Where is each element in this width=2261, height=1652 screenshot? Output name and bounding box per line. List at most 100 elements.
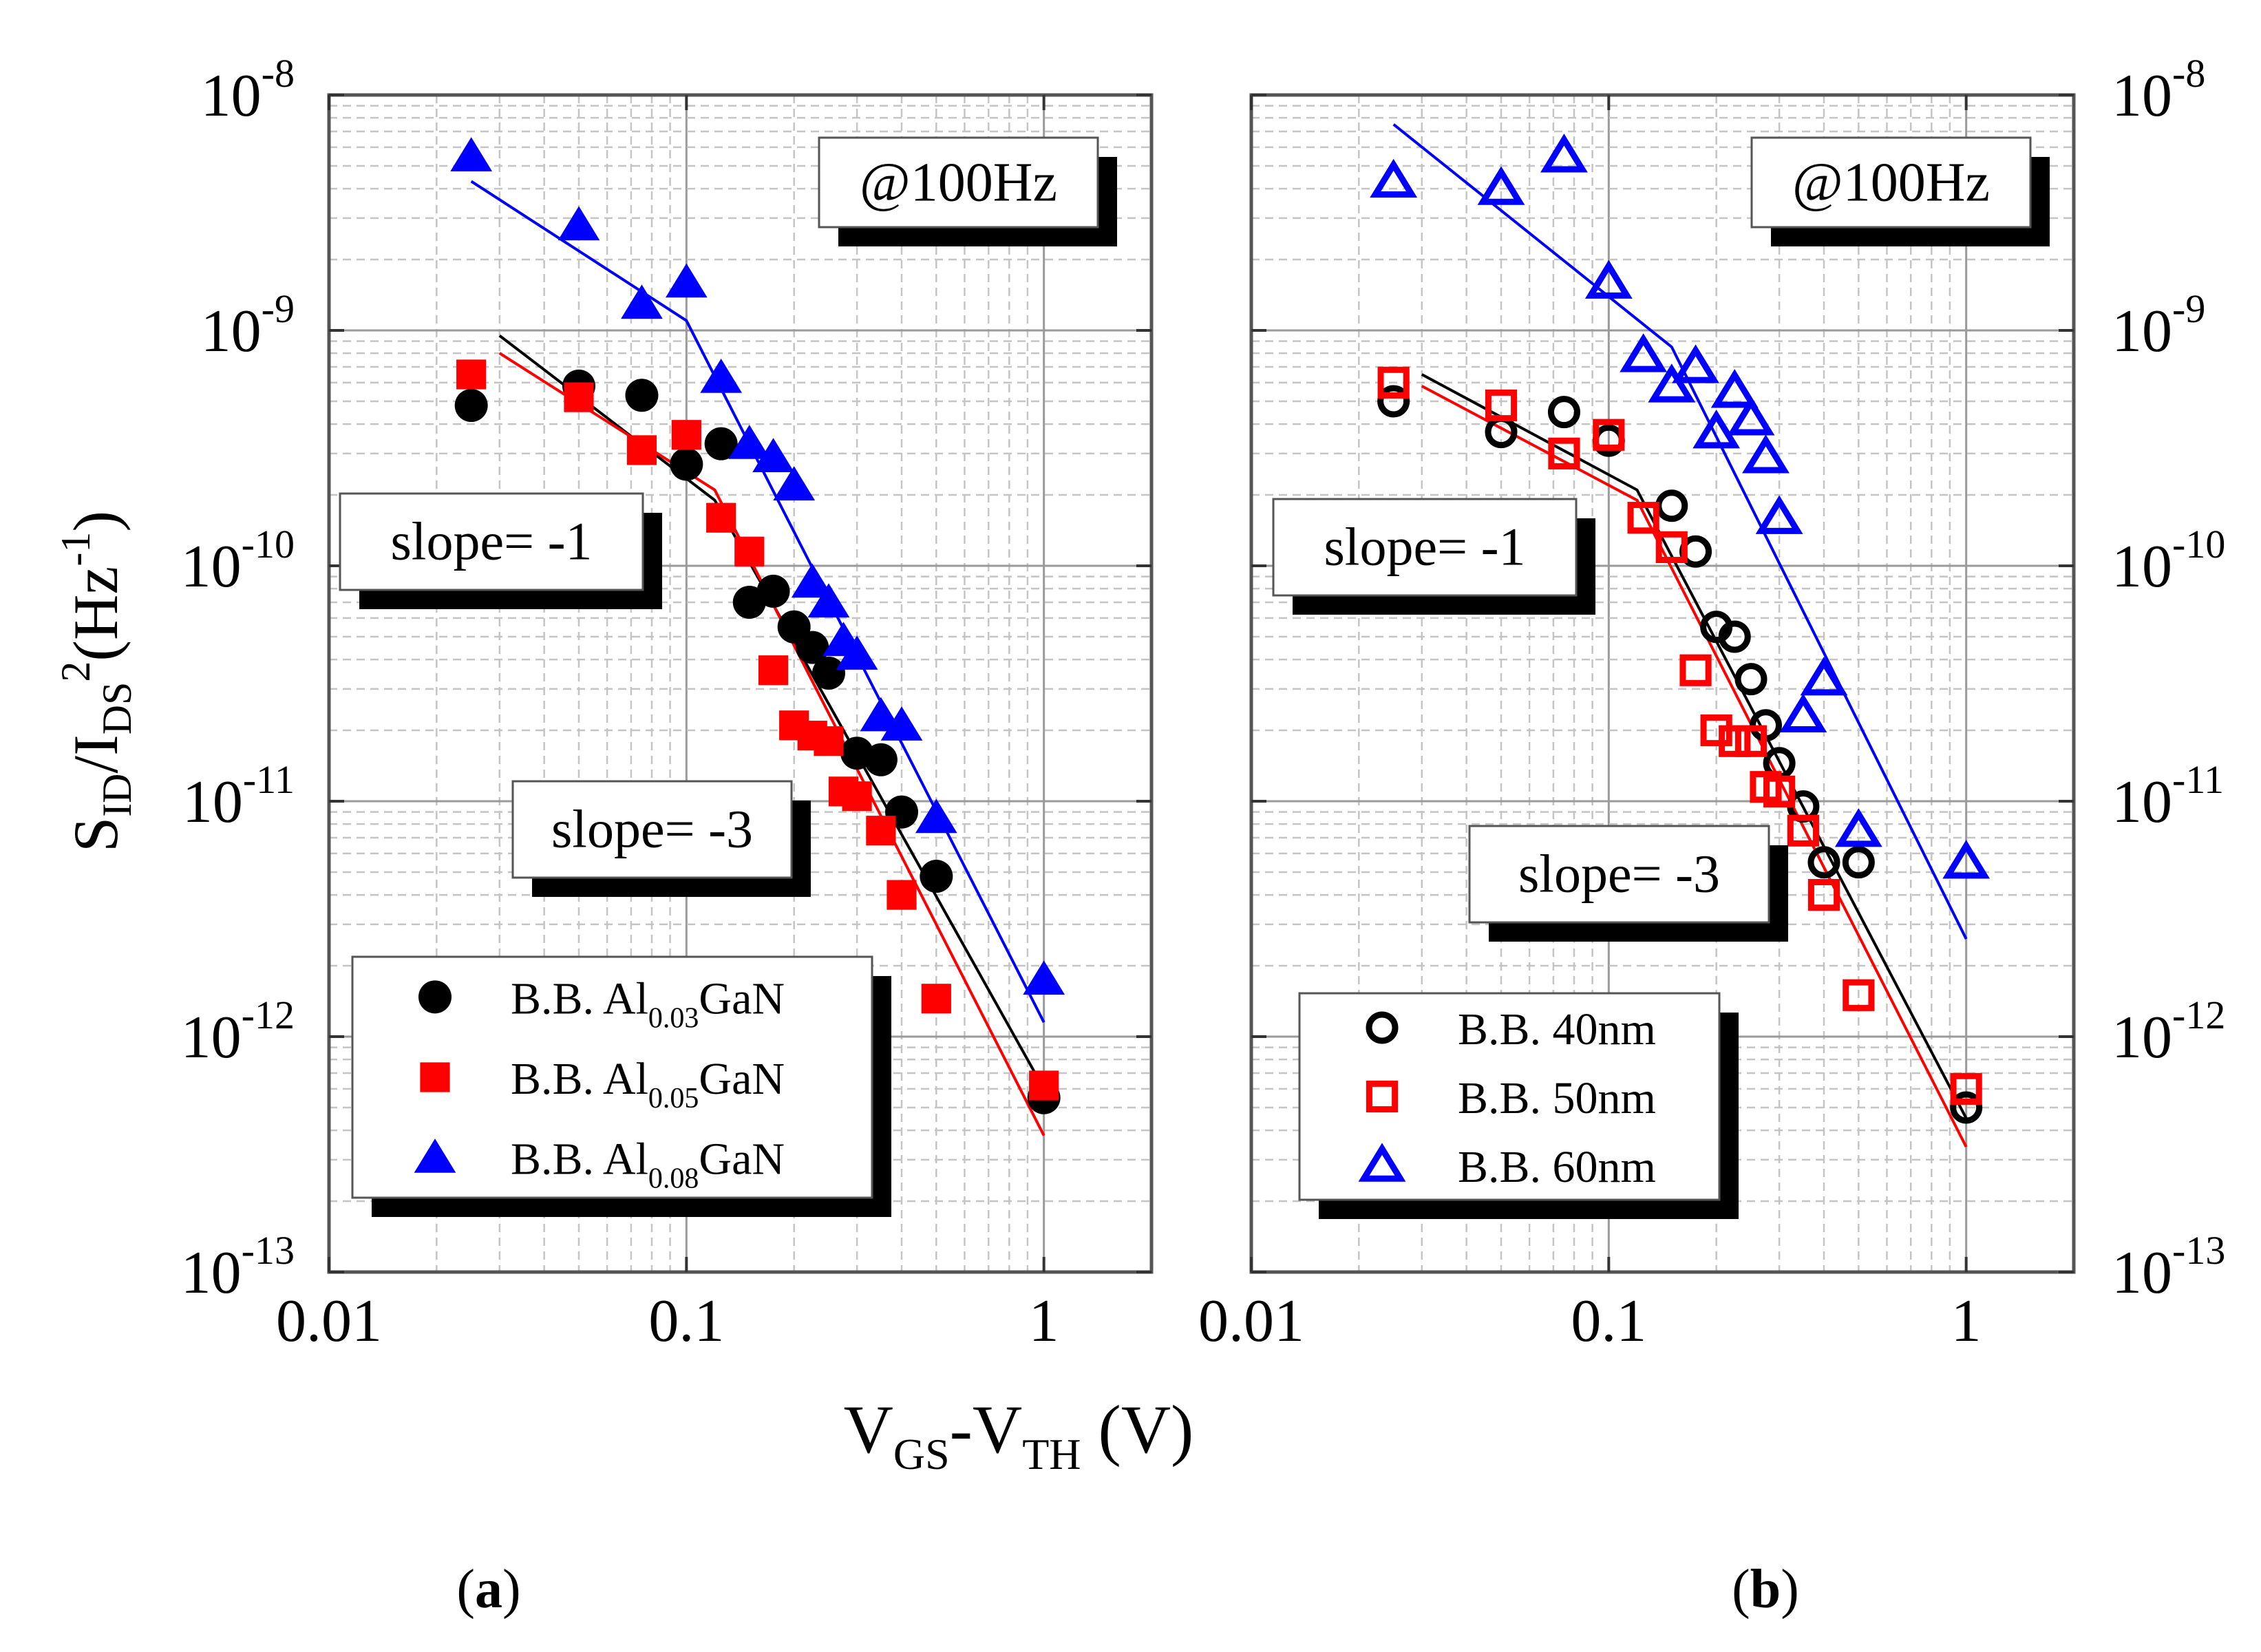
data-point-triangle xyxy=(807,583,850,618)
x-tick-label: 1 xyxy=(1951,1288,1982,1355)
y-tick-exponent: -13 xyxy=(2172,1228,2225,1273)
data-point-circle xyxy=(1377,385,1410,418)
x-tick-label: 0.1 xyxy=(648,1288,724,1355)
y-tick-label: 10-9 xyxy=(2112,286,2205,365)
legend-label-text: B.B. 40nm xyxy=(1458,1004,1656,1055)
x-tick-label: 0.01 xyxy=(276,1288,382,1355)
legend-label: B.B. 40nm xyxy=(1458,1004,1656,1055)
data-point-square xyxy=(866,816,896,846)
y-tick-exponent: -9 xyxy=(262,286,295,331)
frequency-note-text: @100Hz xyxy=(1792,152,1990,213)
slope-label-1-text: slope= -1 xyxy=(1324,517,1525,577)
x-tick-label: 1 xyxy=(1029,1288,1059,1355)
data-point-square xyxy=(1485,389,1518,422)
data-point-circle xyxy=(1734,663,1768,696)
series-1 xyxy=(1377,366,1982,1105)
data-point-circle xyxy=(1807,846,1840,879)
panel-b: 0.01 0.1 110-1310-1210-1110-1010-910-8@100… xyxy=(1198,51,2225,1620)
data-point-square xyxy=(1787,814,1819,847)
data-point-triangle xyxy=(791,563,834,598)
y-tick-exponent: -13 xyxy=(242,1228,295,1273)
y-tick-exponent: -12 xyxy=(242,993,295,1037)
data-point-triangle xyxy=(1710,369,1759,408)
x-axis-title: VGS-VTH (V) xyxy=(844,1391,1194,1479)
frequency-note-box xyxy=(1750,136,2032,229)
data-point-square xyxy=(921,984,951,1014)
data-point-square xyxy=(887,880,917,910)
frequency-note-text: @100Hz xyxy=(860,152,1057,213)
legend-label-subscript: 0.03 xyxy=(648,1002,699,1034)
data-point-square xyxy=(1807,878,1840,911)
data-point-circle xyxy=(454,389,488,423)
slope-label-1-box xyxy=(339,492,644,591)
data-point-triangle xyxy=(621,284,663,319)
panel-label-close: ) xyxy=(1781,1559,1799,1620)
y-tick-base: 10 xyxy=(2112,533,2172,600)
y-tick-exponent: -9 xyxy=(2172,286,2205,331)
legend-label-text: GaN xyxy=(699,1134,785,1185)
data-point-triangle xyxy=(558,206,600,241)
legend-marker-circle xyxy=(418,980,452,1014)
y-tick-label: 10-11 xyxy=(182,757,295,836)
data-point-circle xyxy=(756,574,790,608)
legend-label-text: B.B. 60nm xyxy=(1458,1142,1656,1192)
y-tick-base: 10 xyxy=(2112,1004,2172,1071)
frequency-note: @100Hz xyxy=(1750,136,2050,246)
legend-marker-triangle xyxy=(414,1139,456,1173)
data-point-triangle xyxy=(1584,260,1633,299)
data-point-square xyxy=(1950,1072,1982,1105)
data-point-triangle xyxy=(860,697,902,732)
slope-label-3: slope= -3 xyxy=(511,780,811,897)
data-point-square xyxy=(842,781,872,812)
ticks xyxy=(1250,94,2074,1273)
series-2 xyxy=(450,137,1065,995)
slope-label-3-text: slope= -3 xyxy=(1518,844,1720,904)
data-point-square xyxy=(1627,502,1659,534)
y-tick-label: 10-8 xyxy=(2112,51,2205,129)
y-tick-base: 10 xyxy=(181,1240,242,1306)
data-point-square xyxy=(671,420,701,450)
y-tick-label: 10-13 xyxy=(2112,1228,2225,1306)
y-tick-base: 10 xyxy=(181,533,242,600)
legend-label-text: B.B. Al xyxy=(511,1054,648,1104)
data-point-square xyxy=(758,655,789,686)
data-point-square xyxy=(564,382,594,412)
y-tick-exponent: -12 xyxy=(2172,993,2225,1037)
data-point-square xyxy=(814,726,844,756)
data-point-triangle xyxy=(1540,134,1588,173)
y-tick-base: 10 xyxy=(2112,63,2172,129)
panel-label-open: ( xyxy=(1732,1559,1750,1620)
panel-label: (a) xyxy=(456,1559,520,1620)
legend-label-text: GaN xyxy=(699,973,785,1024)
y-tick-label: 10-11 xyxy=(2112,757,2224,836)
legend-marker-triangle xyxy=(1358,1143,1406,1182)
legend-label-subscript: 0.08 xyxy=(648,1163,699,1195)
panel-label-letter: b xyxy=(1750,1559,1781,1620)
y-axis-title: SID/IDS2(Hz-1) xyxy=(53,511,140,852)
legend: B.B. 40nm B.B. 50nm B.B. 60nm xyxy=(1298,992,1739,1219)
legend-label-text: GaN xyxy=(699,1054,785,1104)
data-point-square xyxy=(1548,437,1580,469)
data-point-triangle xyxy=(752,438,794,472)
panel-a: 0.01 0.1 110-1310-1210-1110-1010-910-8@100… xyxy=(181,51,1154,1620)
y-tick-exponent: -11 xyxy=(243,757,295,802)
plot-frame xyxy=(327,93,1154,1274)
data-point-circle xyxy=(670,447,703,481)
data-point-square xyxy=(456,359,487,390)
data-point-circle xyxy=(1718,620,1751,653)
data-point-square xyxy=(1843,979,1875,1011)
legend-label: B.B. Al0.05GaN xyxy=(511,1054,785,1114)
data-point-triangle xyxy=(1800,657,1848,696)
y-tick-base: 10 xyxy=(2112,298,2172,365)
frequency-note: @100Hz xyxy=(818,136,1117,246)
data-point-square xyxy=(1593,419,1625,451)
data-point-triangle xyxy=(1692,410,1741,449)
data-point-square xyxy=(734,536,765,566)
data-point-square xyxy=(1679,654,1712,686)
data-point-triangle xyxy=(836,635,878,670)
data-point-triangle xyxy=(1477,166,1525,205)
data-point-triangle xyxy=(1727,396,1775,436)
legend-label: B.B. Al0.03GaN xyxy=(511,973,785,1034)
